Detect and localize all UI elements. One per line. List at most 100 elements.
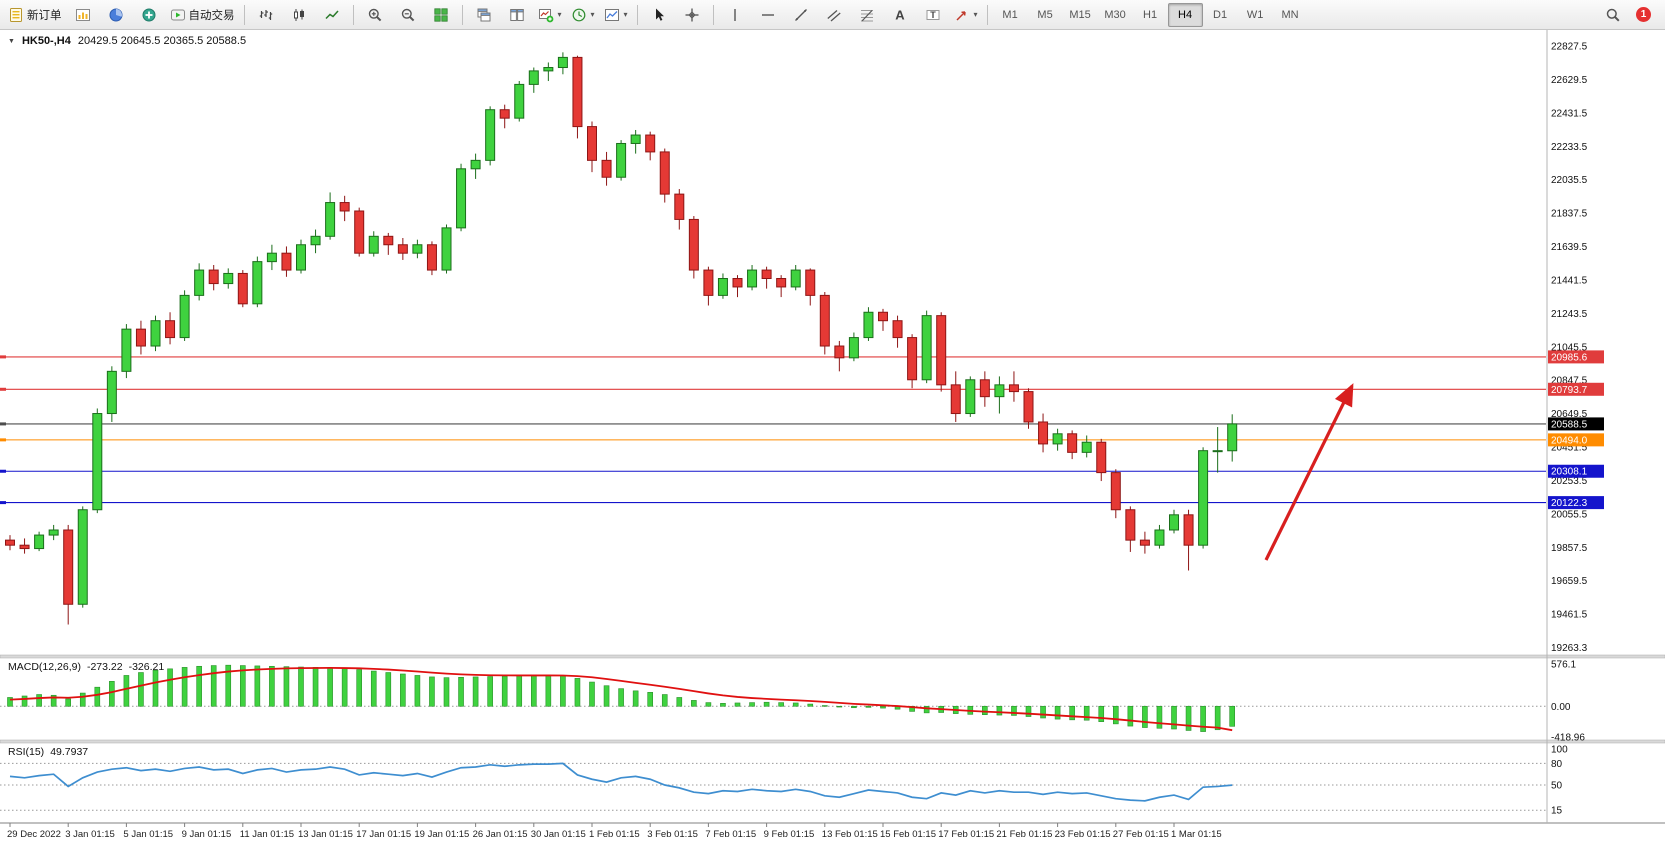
zoom-out-button[interactable] (392, 2, 424, 28)
svg-text:A: A (895, 7, 905, 22)
macd-signal-value: -326.21 (128, 661, 165, 673)
svg-text:20308.1: 20308.1 (1551, 467, 1588, 478)
cursor-arrow-icon (655, 8, 664, 21)
bar-chart-button[interactable] (250, 2, 282, 28)
arrow-shape-icon (956, 10, 966, 21)
timeframe-h1-button[interactable]: H1 (1143, 8, 1158, 21)
toolbar-separator (712, 4, 714, 25)
svg-text:1 Feb 01:15: 1 Feb 01:15 (589, 829, 640, 840)
svg-text:22629.5: 22629.5 (1551, 75, 1588, 86)
svg-text:5 Jan 01:15: 5 Jan 01:15 (123, 829, 173, 840)
candlestick-chart-canvas[interactable]: 22827.5 22629.5 22431.5 22233.5 22035.5 21837… (0, 30, 1665, 844)
timeframe-mn-button[interactable]: MN (1281, 8, 1299, 21)
svg-text:20649.5: 20649.5 (1551, 409, 1588, 420)
timeframe-d1-button[interactable]: D1 (1213, 8, 1228, 21)
tile-windows-button[interactable] (425, 2, 457, 28)
cascade-windows-button[interactable] (468, 2, 500, 28)
svg-text:21045.5: 21045.5 (1551, 342, 1588, 353)
new-chart-button[interactable]: ▾ (534, 2, 566, 28)
timeframe-m5-button[interactable]: M5 (1037, 8, 1053, 21)
svg-text:21639.5: 21639.5 (1551, 242, 1588, 253)
vertical-line-tool-button[interactable] (719, 2, 751, 28)
trendline-tool-button[interactable] (785, 2, 817, 28)
new-chart-icon (538, 8, 553, 22)
fibonacci-tool-button[interactable] (851, 2, 883, 28)
crosshair-button[interactable] (676, 2, 708, 28)
svg-text:20793.7: 20793.7 (1551, 385, 1588, 396)
svg-text:15: 15 (1551, 806, 1563, 817)
search-button[interactable] (1597, 2, 1629, 28)
rsi-value: 49.7937 (50, 746, 89, 758)
charts-window-button[interactable] (67, 2, 99, 28)
cursor-button[interactable] (643, 2, 675, 28)
text-tool-icon: A (895, 7, 905, 22)
symbol-label: HK50-,H4 (21, 35, 71, 47)
zoom-out-icon (401, 8, 414, 21)
timeframe-w1-button[interactable]: W1 (1246, 8, 1264, 21)
svg-text:26 Jan 01:15: 26 Jan 01:15 (473, 829, 528, 840)
svg-text:13 Feb 01:15: 13 Feb 01:15 (822, 829, 878, 840)
svg-text:19 Jan 01:15: 19 Jan 01:15 (414, 829, 469, 840)
toolbar-separator (352, 4, 354, 25)
zoom-in-icon (368, 8, 381, 21)
autotrading-button[interactable]: 自动交易 (166, 2, 239, 28)
new-order-label: 新订单 (27, 9, 62, 22)
svg-text:11 Jan 01:15: 11 Jan 01:15 (240, 829, 294, 840)
svg-text:20588.5: 20588.5 (1551, 419, 1588, 430)
periods-button[interactable]: ▾ (567, 2, 599, 28)
svg-text:22431.5: 22431.5 (1551, 108, 1588, 119)
zoom-in-button[interactable] (359, 2, 391, 28)
indicators-button[interactable] (133, 2, 165, 28)
horizontal-line-tool-button[interactable] (752, 2, 784, 28)
svg-text:3 Feb 01:15: 3 Feb 01:15 (647, 829, 698, 840)
tile-windows-icon (433, 7, 448, 22)
timeframe-h4-button[interactable]: H4 (1167, 2, 1203, 27)
rsi-name: RSI(15) (8, 746, 45, 758)
line-chart-button[interactable] (316, 2, 348, 28)
macd-label: MACD(12,26,9) -273.22 -326.21 (8, 661, 164, 673)
svg-text:19857.5: 19857.5 (1551, 543, 1588, 554)
horizontal-line-icon (761, 13, 774, 16)
tile-vertical-button[interactable] (501, 2, 533, 28)
ohlc-values: 20429.5 20645.5 20365.5 20588.5 (77, 35, 247, 47)
collapse-triangle-icon[interactable]: ▼ (8, 37, 15, 45)
timeframe-m1-button[interactable]: M1 (1002, 8, 1018, 21)
svg-text:23 Feb 01:15: 23 Feb 01:15 (1055, 829, 1111, 840)
fibonacci-icon (860, 9, 873, 21)
new-order-icon (10, 7, 22, 22)
autotrading-label: 自动交易 (188, 9, 235, 22)
toolbar-separator (461, 4, 463, 25)
cascade-windows-icon (477, 8, 490, 21)
svg-text:15 Feb 01:15: 15 Feb 01:15 (880, 829, 936, 840)
toolbar-right: 1 (1597, 2, 1661, 28)
candlestick-chart-button[interactable] (283, 2, 315, 28)
svg-text:T: T (930, 9, 936, 19)
tile-vertical-icon (509, 8, 524, 21)
notification-badge[interactable]: 1 (1636, 7, 1651, 22)
main-toolbar: 新订单 自动交易 (0, 0, 1665, 30)
svg-text:19461.5: 19461.5 (1551, 610, 1588, 621)
dropdown-caret-icon: ▾ (590, 10, 595, 19)
templates-button[interactable]: ▾ (600, 2, 632, 28)
shapes-tool-button[interactable]: ▾ (950, 2, 982, 28)
svg-text:1 Mar 01:15: 1 Mar 01:15 (1171, 829, 1222, 840)
svg-text:100: 100 (1551, 745, 1568, 756)
new-order-button[interactable]: 新订单 (4, 2, 66, 28)
dropdown-caret-icon: ▾ (623, 10, 628, 19)
profiles-button[interactable] (100, 2, 132, 28)
svg-text:20055.5: 20055.5 (1551, 509, 1588, 520)
text-tool-button[interactable]: A (884, 2, 916, 28)
svg-text:20253.5: 20253.5 (1551, 476, 1588, 487)
svg-text:20985.6: 20985.6 (1551, 352, 1588, 363)
label-tool-button[interactable]: T (917, 2, 949, 28)
line-chart-icon (324, 9, 339, 19)
svg-text:21441.5: 21441.5 (1551, 275, 1588, 286)
crosshair-icon (685, 8, 699, 21)
svg-text:7 Feb 01:15: 7 Feb 01:15 (705, 829, 756, 840)
channel-tool-button[interactable] (818, 2, 850, 28)
svg-text:3 Jan 01:15: 3 Jan 01:15 (65, 829, 115, 840)
autotrading-icon (170, 9, 185, 20)
timeframe-m30-button[interactable]: M30 (1104, 8, 1126, 21)
timeframe-m15-button[interactable]: M15 (1069, 8, 1091, 21)
